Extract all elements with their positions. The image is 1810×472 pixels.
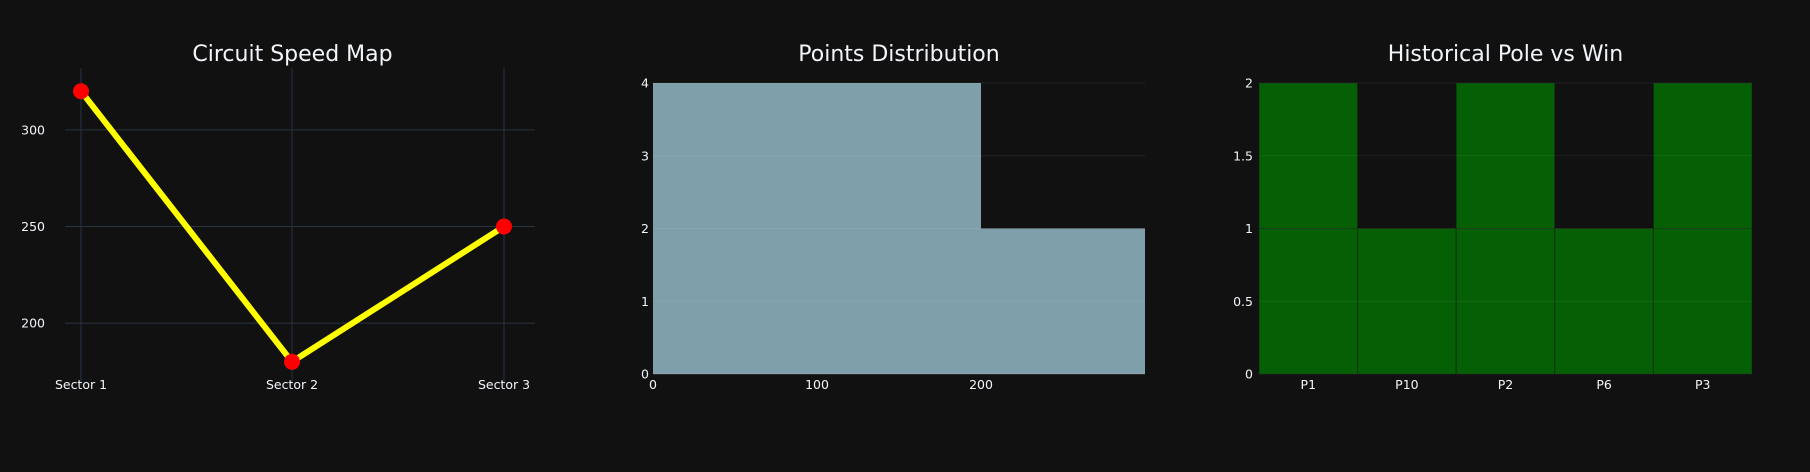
points-distribution-bars — [653, 83, 1145, 374]
pole-win-bar-P6-segment-1 — [1554, 228, 1654, 375]
points-distribution-y-tick-label: 3 — [641, 148, 649, 163]
points-distribution-x-tick-label: 0 — [649, 377, 657, 392]
pole-vs-win-grid — [1259, 82, 1752, 375]
pole-vs-win-chart: Historical Pole vs Win 0 0.5 1 1.5 2 P1 P10 P2… — [1233, 42, 1753, 392]
points-distribution-y-tick-label: 1 — [641, 294, 649, 309]
speed-map-x-ticks: Sector 1 Sector 2 Sector 3 — [55, 377, 530, 392]
speed-map-series — [73, 83, 512, 370]
speed-point-3 — [496, 218, 512, 235]
points-distribution-y-tick-label: 2 — [641, 221, 649, 236]
points-distribution-x-tick-label: 200 — [969, 377, 993, 392]
pole-vs-win-y-tick-label: 1 — [1245, 221, 1253, 236]
speed-map-y-tick-label: 200 — [21, 316, 45, 331]
pole-vs-win-x-tick-label: P1 — [1301, 377, 1317, 392]
points-distribution-chart: Points Distribution 0 1 2 3 4 0 100 200 — [641, 42, 1145, 392]
pole-win-bar-P2-segment-1 — [1455, 228, 1556, 375]
histogram-bar-2 — [981, 228, 1145, 374]
pole-vs-win-x-ticks: P1 P10 P2 P6 P3 — [1301, 377, 1711, 392]
pole-vs-win-x-tick-label: P6 — [1596, 377, 1612, 392]
points-distribution-x-tick-label: 100 — [805, 377, 829, 392]
speed-map-x-tick-label: Sector 2 — [266, 377, 318, 392]
pole-win-bar-P2-segment-2 — [1455, 82, 1556, 229]
points-distribution-y-tick-label: 0 — [641, 367, 649, 382]
histogram-bar-1 — [653, 83, 981, 374]
speed-point-1 — [73, 83, 89, 100]
speed-point-2 — [284, 353, 300, 370]
pole-vs-win-y-tick-label: 1.5 — [1233, 148, 1253, 163]
pole-vs-win-y-tick-label: 0 — [1245, 367, 1253, 382]
speed-map-y-tick-label: 300 — [21, 122, 45, 137]
speed-map-grid — [65, 68, 535, 385]
pole-vs-win-title: Historical Pole vs Win — [1388, 42, 1623, 67]
speed-map-x-tick-label: Sector 3 — [478, 377, 530, 392]
pole-vs-win-x-tick-label: P2 — [1498, 377, 1514, 392]
speed-map-x-tick-label: Sector 1 — [55, 377, 107, 392]
pole-win-bar-P1-segment-2 — [1258, 82, 1359, 229]
pole-vs-win-y-tick-label: 2 — [1245, 76, 1253, 91]
points-distribution-y-tick-label: 4 — [641, 76, 649, 91]
pole-vs-win-y-tick-label: 0.5 — [1233, 294, 1253, 309]
speed-map-y-ticks: 200 250 300 — [21, 122, 45, 330]
speed-map-y-tick-label: 250 — [21, 219, 45, 234]
pole-vs-win-x-tick-label: P10 — [1395, 377, 1418, 392]
points-distribution-y-ticks: 0 1 2 3 4 — [641, 76, 649, 382]
pole-win-bar-P3-segment-1 — [1652, 228, 1753, 375]
pole-vs-win-x-tick-label: P3 — [1695, 377, 1711, 392]
pole-win-bar-P3-segment-2 — [1652, 82, 1753, 229]
points-distribution-grid — [653, 82, 1145, 375]
pole-vs-win-y-ticks: 0 0.5 1 1.5 2 — [1233, 76, 1253, 382]
points-distribution-x-ticks: 0 100 200 — [649, 377, 993, 392]
points-distribution-title: Points Distribution — [798, 42, 999, 67]
speed-map-title: Circuit Speed Map — [192, 42, 392, 67]
pole-win-bar-P10-segment-1 — [1357, 228, 1457, 375]
pole-vs-win-bars — [1258, 82, 1753, 375]
pole-win-bar-P1-segment-1 — [1258, 228, 1359, 375]
